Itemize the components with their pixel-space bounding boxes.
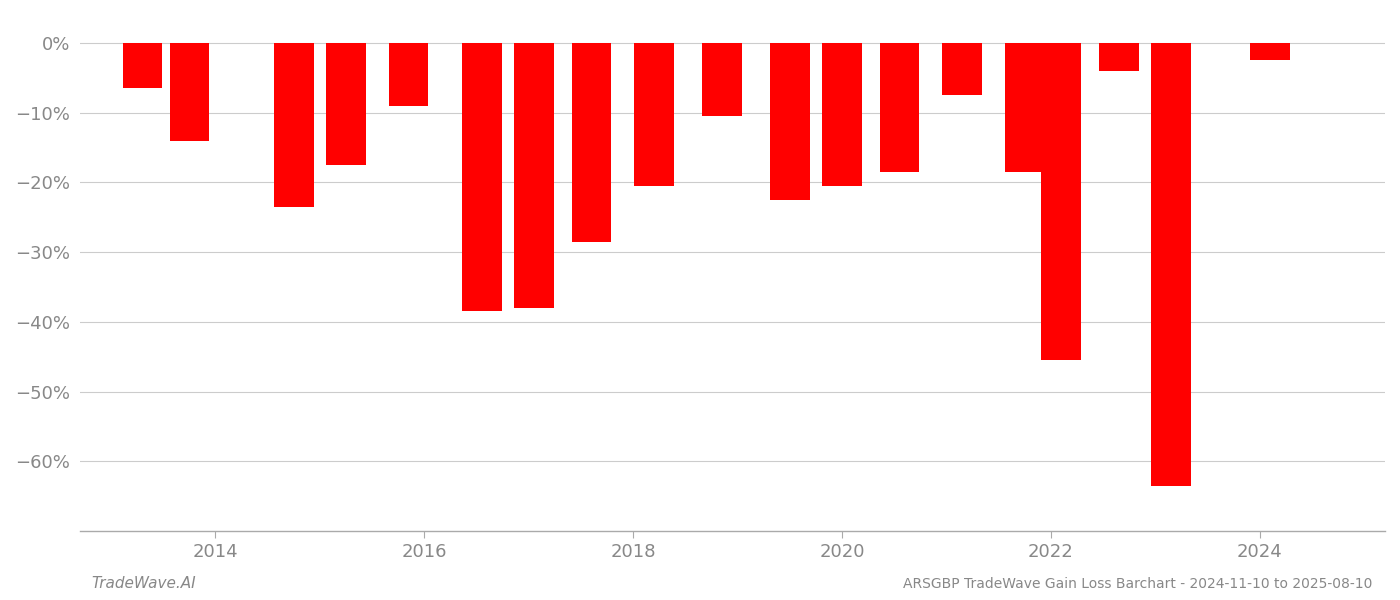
Bar — [169, 43, 209, 140]
Bar — [1042, 43, 1081, 360]
Text: TradeWave.AI: TradeWave.AI — [91, 576, 196, 591]
Bar — [879, 43, 920, 172]
Text: ARSGBP TradeWave Gain Loss Barchart - 2024-11-10 to 2025-08-10: ARSGBP TradeWave Gain Loss Barchart - 20… — [903, 577, 1372, 591]
Bar — [1151, 43, 1191, 486]
Bar — [389, 43, 428, 106]
Bar — [462, 43, 501, 311]
Bar — [634, 43, 673, 186]
Bar — [1099, 43, 1138, 71]
Bar — [770, 43, 809, 200]
Bar — [326, 43, 365, 165]
Bar — [1005, 43, 1044, 172]
Bar — [701, 43, 742, 116]
Bar — [514, 43, 554, 308]
Bar — [571, 43, 612, 242]
Bar — [942, 43, 981, 95]
Bar — [822, 43, 862, 186]
Bar — [1250, 43, 1289, 61]
Bar — [274, 43, 314, 207]
Bar — [123, 43, 162, 88]
